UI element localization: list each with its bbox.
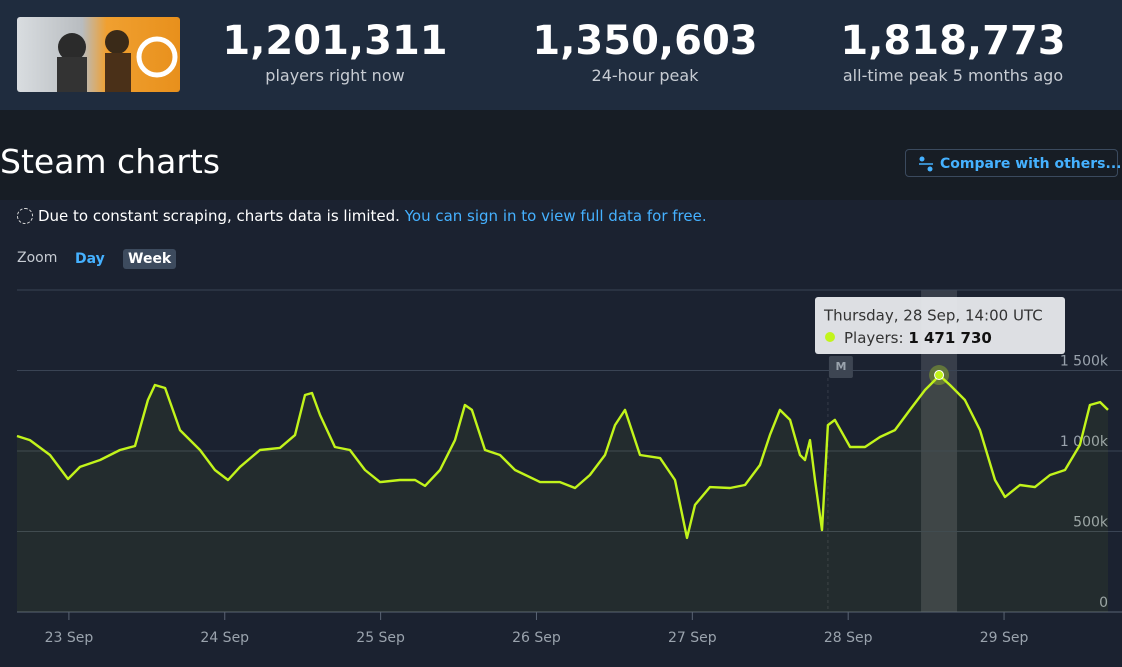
x-tick-label: 23 Sep bbox=[45, 630, 94, 646]
tooltip-value: 1 471 730 bbox=[908, 329, 992, 347]
stat-label: all-time peak 5 months ago bbox=[842, 66, 1064, 85]
tooltip-title: Thursday, 28 Sep, 14:00 UTC bbox=[823, 307, 1043, 325]
y-tick-label: 0 bbox=[1099, 595, 1108, 611]
tooltip-label: Players: bbox=[844, 329, 904, 347]
stat-label: players right now bbox=[265, 66, 405, 85]
stat: 1,818,773 all-time peak 5 months ago bbox=[803, 18, 1103, 88]
tooltip-box bbox=[815, 297, 1065, 354]
x-tick-label: 24 Sep bbox=[200, 630, 249, 646]
stat: 1,350,603 24-hour peak bbox=[495, 18, 795, 88]
stat-value: 1,350,603 bbox=[532, 18, 758, 64]
tooltip-dot bbox=[825, 332, 835, 342]
y-tick-label: 500k bbox=[1073, 515, 1109, 531]
notice-text: Due to constant scraping, charts data is… bbox=[38, 207, 400, 225]
chart-panel bbox=[0, 200, 1122, 667]
sign-in-link[interactable]: You can sign in to view full data for fr… bbox=[404, 207, 707, 225]
line-area bbox=[17, 375, 1108, 612]
hover-point bbox=[934, 370, 945, 381]
stat-label: 24-hour peak bbox=[591, 66, 699, 85]
notice-icon bbox=[17, 208, 33, 224]
compare-button[interactable]: Compare with others... bbox=[905, 149, 1122, 177]
x-tick-label: 25 Sep bbox=[356, 630, 405, 646]
section-title: Steam charts bbox=[0, 142, 221, 181]
x-tick-label: 27 Sep bbox=[668, 630, 717, 646]
stat-value: 1,201,311 bbox=[222, 18, 448, 64]
button-label: Compare with others... bbox=[940, 156, 1122, 172]
compare-icon bbox=[919, 156, 933, 172]
x-tick-label: 29 Sep bbox=[980, 630, 1029, 646]
x-tick-label: 28 Sep bbox=[824, 630, 873, 646]
zoom-control: Zoom Day Week bbox=[17, 249, 177, 269]
x-tick-label: 26 Sep bbox=[512, 630, 561, 646]
zoom-day[interactable]: Day bbox=[75, 251, 105, 267]
stat-value: 1,818,773 bbox=[840, 18, 1066, 64]
zoom-week[interactable]: Week bbox=[123, 249, 177, 269]
y-tick-label: 1 000k bbox=[1060, 434, 1109, 450]
zoom-label: Zoom bbox=[17, 250, 58, 266]
y-tick-label: 1 500k bbox=[1060, 354, 1109, 370]
annotation-label: M bbox=[835, 360, 846, 373]
tooltip-line: Players: 1 471 730 bbox=[844, 329, 992, 347]
header-bar: 1,201,311 players right now 1,350,603 24-h… bbox=[0, 0, 1122, 110]
notice: Due to constant scraping, charts data is… bbox=[17, 207, 707, 225]
game-thumbnail[interactable] bbox=[17, 17, 180, 92]
stat: 1,201,311 players right now bbox=[185, 18, 485, 88]
annotation-box bbox=[828, 356, 853, 378]
thumbnail-art bbox=[57, 30, 178, 92]
